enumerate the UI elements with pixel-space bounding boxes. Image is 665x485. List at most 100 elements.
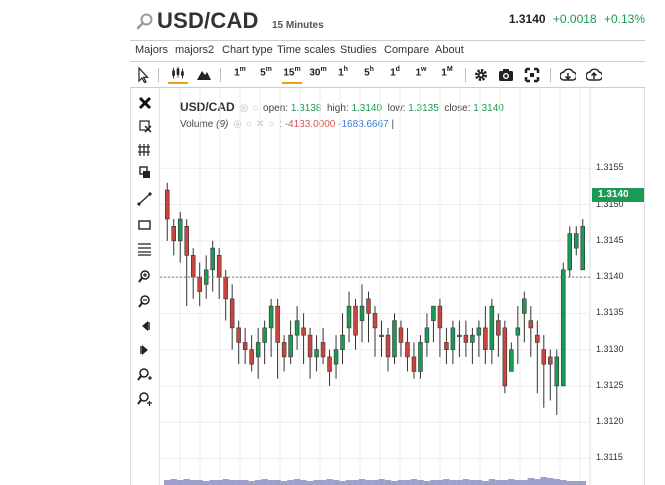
download-icon[interactable] [560, 66, 576, 84]
candle-body [496, 320, 501, 336]
toolbar: 1m 5m 15m 30m 1h 5h 1d 1w 1M [130, 62, 645, 88]
period-1m-button[interactable]: 1m [234, 66, 246, 79]
candle-body [385, 334, 391, 358]
y-tick-label: 1.3145 [596, 234, 624, 245]
move-study-icon[interactable]: ○ [268, 119, 275, 130]
candle-body [366, 298, 371, 314]
menu-item-studies[interactable]: Studies [340, 44, 377, 56]
candle-body [301, 327, 306, 336]
candle-body [236, 327, 241, 343]
menu-item-chart-type[interactable]: Chart type [222, 44, 273, 56]
high-value: 1.3140 [351, 103, 383, 114]
settings-dot-icon[interactable]: ○ [245, 119, 252, 130]
volume-bar [300, 480, 307, 485]
period-1h-button[interactable]: 1h [338, 66, 348, 79]
volume-bar [248, 481, 255, 485]
gear-icon[interactable] [473, 66, 489, 84]
settings-dot-icon[interactable]: ○ [252, 103, 259, 114]
last-price-marker: 1.3140 [592, 188, 644, 202]
volume-bar [547, 478, 554, 485]
close-value: 1.3140 [473, 103, 504, 114]
candle-body [320, 342, 326, 358]
mountain-icon[interactable] [196, 66, 212, 84]
rectangle-tool-icon[interactable] [134, 216, 156, 234]
volume-bar [534, 479, 541, 485]
candle-body [223, 276, 228, 300]
volume-bar [417, 480, 424, 485]
delete-drawings-icon[interactable] [134, 118, 156, 136]
camera-icon[interactable] [498, 66, 514, 84]
volume-bar [293, 479, 301, 485]
price-change-pct: +0.13% [603, 12, 645, 26]
period-5m-button[interactable]: 5m [260, 66, 272, 79]
volume-bar [176, 480, 184, 485]
trend-line-icon[interactable] [134, 190, 156, 208]
volume-bar [241, 480, 249, 485]
zoom-out-icon[interactable] [134, 293, 156, 311]
volume-bar [456, 480, 463, 485]
ohlc-legend: USD/CAD ◎ ○ open: 1.3138 high: 1.3140 low… [180, 100, 504, 114]
volume-bar [404, 480, 411, 485]
horizontal-lines-icon[interactable] [134, 240, 156, 258]
volume-bar [352, 480, 359, 485]
volume-period: (9) [216, 119, 229, 130]
volume-bar [332, 480, 340, 485]
period-1w-button[interactable]: 1w [415, 66, 427, 79]
menu-item-majors2[interactable]: majors2 [175, 44, 215, 56]
y-tick-label: 1.3140 [596, 271, 624, 282]
candle-body [197, 276, 202, 292]
upload-icon[interactable] [586, 66, 602, 84]
candle-body [359, 305, 365, 321]
candle-body [171, 226, 176, 242]
period-1d-button[interactable]: 1d [390, 66, 400, 79]
candle-body [210, 247, 215, 271]
search-icon[interactable] [136, 12, 154, 30]
close-icon[interactable] [134, 94, 156, 112]
volume-bar [371, 480, 379, 485]
volume-bar [209, 480, 216, 485]
candle-body [437, 305, 443, 329]
volume-bar [183, 479, 190, 485]
candle-body [288, 334, 293, 358]
y-tick-label: 1.3120 [596, 416, 624, 427]
candle-body [431, 305, 436, 321]
period-1M-button[interactable]: 1M [441, 66, 453, 79]
cursor-icon[interactable] [136, 66, 150, 84]
zoom-reset-icon[interactable] [134, 366, 156, 384]
candle-body [457, 334, 462, 337]
volume-bar [488, 479, 496, 485]
candle-body [255, 342, 261, 358]
visibility-eye-icon[interactable]: ◎ [233, 119, 242, 130]
volume-bar [521, 480, 528, 485]
volume-bar [560, 480, 567, 485]
candle-body [535, 334, 540, 343]
zoom-fit-icon[interactable] [134, 390, 156, 408]
volume-label: Volume [180, 119, 214, 130]
menu-item-majors[interactable]: Majors [135, 44, 169, 56]
fullscreen-icon[interactable] [524, 66, 540, 84]
candlestick-icon[interactable] [168, 66, 188, 84]
menu-item-compare[interactable]: Compare [384, 44, 430, 56]
price-chart[interactable] [160, 88, 592, 485]
scroll-left-icon[interactable] [134, 317, 156, 335]
volume-bar [202, 481, 210, 485]
low-value: 1.3135 [408, 103, 439, 114]
copy-icon[interactable] [134, 164, 156, 182]
last-price: 1.3140 [508, 12, 546, 26]
candle-body [411, 356, 417, 372]
menu-item-time-scales[interactable]: Time scales [277, 44, 336, 56]
period-30m-button[interactable]: 30m [309, 66, 327, 79]
volume-bar [189, 480, 197, 485]
menu-bar: Majors majors2 Chart type Time scales St… [130, 40, 645, 62]
scroll-right-icon[interactable] [134, 341, 156, 359]
candle-body [164, 189, 170, 220]
menu-item-about[interactable]: About [435, 44, 464, 56]
period-15m-button[interactable]: 15m [282, 66, 302, 84]
volume-bar [365, 480, 372, 485]
zoom-in-icon[interactable] [134, 268, 156, 286]
period-5h-button[interactable]: 5h [364, 66, 374, 79]
low-label: low: [387, 103, 406, 114]
magnet-grid-icon[interactable] [134, 141, 156, 159]
candle-body [379, 334, 384, 337]
visibility-eye-icon[interactable]: ◎ [239, 103, 249, 114]
